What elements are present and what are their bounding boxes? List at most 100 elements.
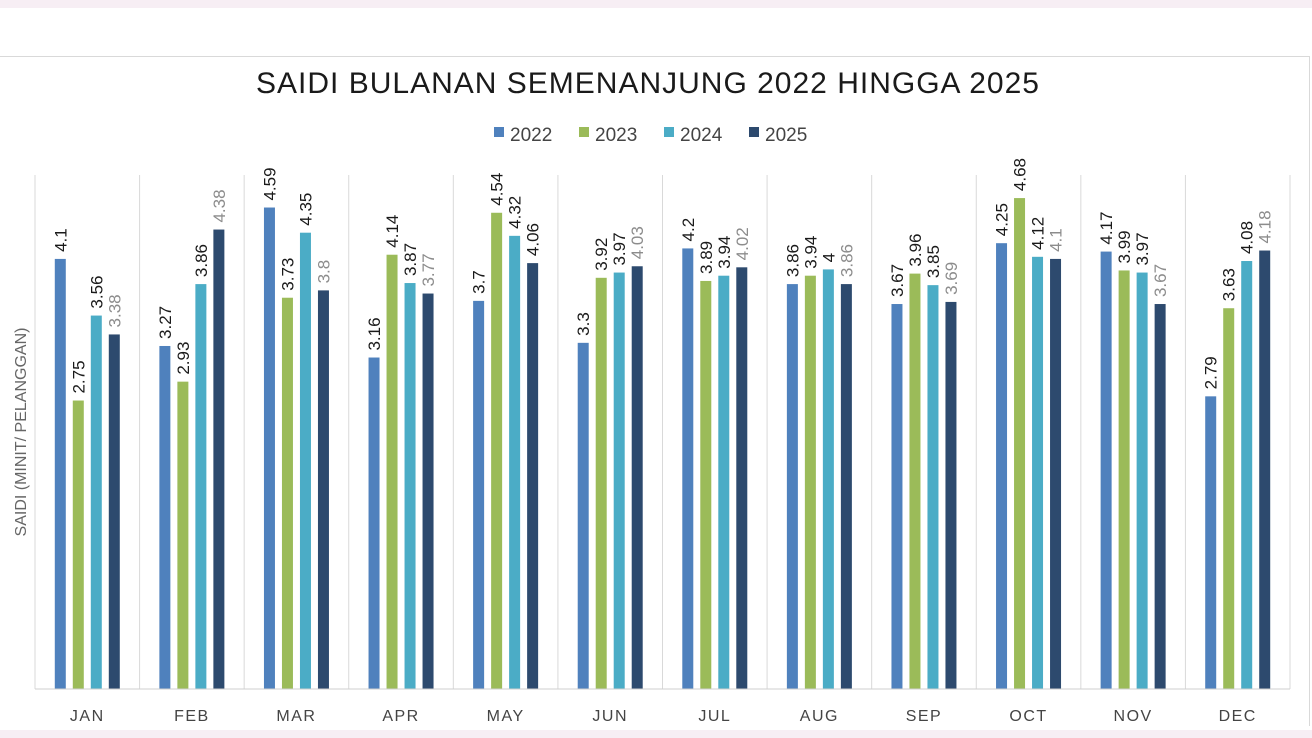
data-label-may-2025: 4.06	[524, 223, 543, 256]
data-label-mar-2023: 3.73	[278, 258, 297, 291]
data-label-jan-2022: 4.1	[51, 228, 70, 252]
chart-title: SAIDI BULANAN SEMENANJUNG 2022 HINGGA 20…	[256, 67, 1040, 100]
data-label-nov-2024: 3.97	[1133, 232, 1152, 265]
data-label-oct-2024: 4.12	[1029, 217, 1048, 250]
bar-aug-2024	[822, 269, 834, 689]
category-labels: JAN FEB MAR APR MAY JUN JUL AUG SEP OCT NOV DEC	[70, 708, 1257, 725]
bar-nov-2025	[1154, 304, 1166, 689]
bar-feb-2022	[159, 345, 171, 689]
bar-sep-2025	[945, 301, 957, 689]
category-label-sep: SEP	[906, 708, 943, 725]
data-label-oct-2022: 4.25	[993, 203, 1012, 236]
bar-may-2023	[491, 212, 503, 690]
bar-may-2022	[473, 300, 485, 689]
data-label-mar-2024: 4.35	[296, 193, 315, 226]
category-label-aug: AUG	[800, 708, 839, 725]
bar-dec-2024	[1241, 261, 1253, 689]
bar-may-2024	[509, 235, 521, 689]
bar-oct-2023	[1014, 198, 1026, 689]
legend-swatch-2022	[494, 127, 504, 137]
data-label-dec-2023: 3.63	[1220, 268, 1239, 301]
data-label-may-2024: 4.32	[506, 196, 525, 229]
bar-jan-2024	[90, 315, 102, 689]
legend-label-2022: 2022	[510, 125, 552, 146]
bar-jul-2022	[682, 248, 694, 689]
legend-swatch-2025	[749, 127, 759, 137]
bar-nov-2023	[1118, 270, 1130, 689]
legend-label-2023: 2023	[595, 125, 637, 146]
bar-sep-2023	[909, 273, 921, 689]
data-label-dec-2025: 4.18	[1256, 210, 1275, 243]
bar-may-2025	[527, 263, 539, 689]
bar-aug-2023	[804, 275, 816, 689]
data-label-aug-2024: 4	[819, 253, 838, 262]
data-label-jan-2024: 3.56	[87, 275, 106, 308]
bar-feb-2024	[195, 284, 207, 689]
data-label-jan-2023: 2.75	[69, 360, 88, 393]
data-label-jul-2025: 4.02	[733, 227, 752, 260]
data-label-may-2023: 4.54	[488, 173, 507, 206]
bar-jun-2024	[613, 272, 625, 689]
category-label-apr: APR	[382, 708, 419, 725]
data-label-nov-2025: 3.67	[1151, 264, 1170, 297]
gridlines	[34, 175, 1291, 689]
bar-oct-2025	[1050, 258, 1062, 689]
category-label-may: MAY	[487, 708, 525, 725]
bar-apr-2025	[422, 293, 434, 689]
bar-jan-2025	[108, 334, 120, 689]
bar-feb-2025	[213, 229, 225, 689]
bar-nov-2024	[1136, 272, 1148, 689]
bar-jun-2025	[631, 266, 643, 689]
plot-area-border	[0, 56, 1310, 726]
bar-mar-2022	[263, 207, 275, 689]
data-label-mar-2022: 4.59	[260, 167, 279, 200]
bar-apr-2024	[404, 283, 416, 689]
bar-jul-2024	[718, 275, 730, 689]
category-label-oct: OCT	[1009, 708, 1047, 725]
data-label-apr-2022: 3.16	[365, 317, 384, 350]
category-label-mar: MAR	[276, 708, 316, 725]
data-label-mar-2025: 3.8	[314, 260, 333, 284]
data-label-aug-2022: 3.86	[783, 244, 802, 277]
data-label-nov-2022: 4.17	[1097, 211, 1116, 244]
bar-jan-2022	[54, 258, 66, 689]
data-label-jul-2022: 4.2	[679, 218, 698, 242]
bar-oct-2022	[996, 243, 1008, 690]
data-label-dec-2022: 2.79	[1202, 356, 1221, 389]
category-label-feb: FEB	[174, 708, 210, 725]
data-label-apr-2024: 3.87	[401, 243, 420, 276]
data-label-jun-2024: 3.97	[610, 232, 629, 265]
legend-swatch-2023	[579, 127, 589, 137]
data-label-sep-2023: 3.96	[906, 234, 925, 267]
bar-jul-2023	[700, 280, 712, 689]
data-label-may-2022: 3.7	[470, 270, 489, 294]
bar-sep-2024	[927, 285, 939, 689]
category-label-dec: DEC	[1219, 708, 1257, 725]
data-label-oct-2025: 4.1	[1047, 228, 1066, 252]
data-label-sep-2025: 3.69	[942, 262, 961, 295]
bar-mar-2023	[281, 297, 293, 689]
bar-aug-2025	[840, 284, 852, 689]
data-labels: 4.1 2.75 3.563.38 3.27 2.93 3.86 4.38 4.59 3.73 4…	[51, 158, 1274, 394]
category-label-jan: JAN	[70, 708, 105, 725]
data-label-sep-2024: 3.85	[924, 245, 943, 278]
data-label-feb-2022: 3.27	[156, 306, 175, 339]
bar-jul-2025	[736, 267, 748, 689]
data-label-jun-2025: 4.03	[628, 226, 647, 259]
bar-aug-2022	[786, 284, 798, 689]
bar-nov-2022	[1100, 251, 1112, 690]
bars	[54, 198, 1271, 690]
data-label-jul-2023: 3.89	[697, 241, 716, 274]
data-label-jun-2023: 3.92	[592, 238, 611, 271]
legend-swatch-2024	[664, 127, 674, 137]
bar-oct-2024	[1032, 256, 1044, 689]
data-label-feb-2025: 4.38	[210, 189, 229, 222]
category-label-jul: JUL	[698, 708, 731, 725]
data-label-apr-2023: 4.14	[383, 215, 402, 248]
category-label-nov: NOV	[1114, 708, 1153, 725]
data-label-jul-2024: 3.94	[715, 236, 734, 269]
category-label-jun: JUN	[592, 708, 628, 725]
bar-apr-2023	[386, 254, 398, 689]
data-label-jun-2022: 3.3	[574, 312, 593, 336]
